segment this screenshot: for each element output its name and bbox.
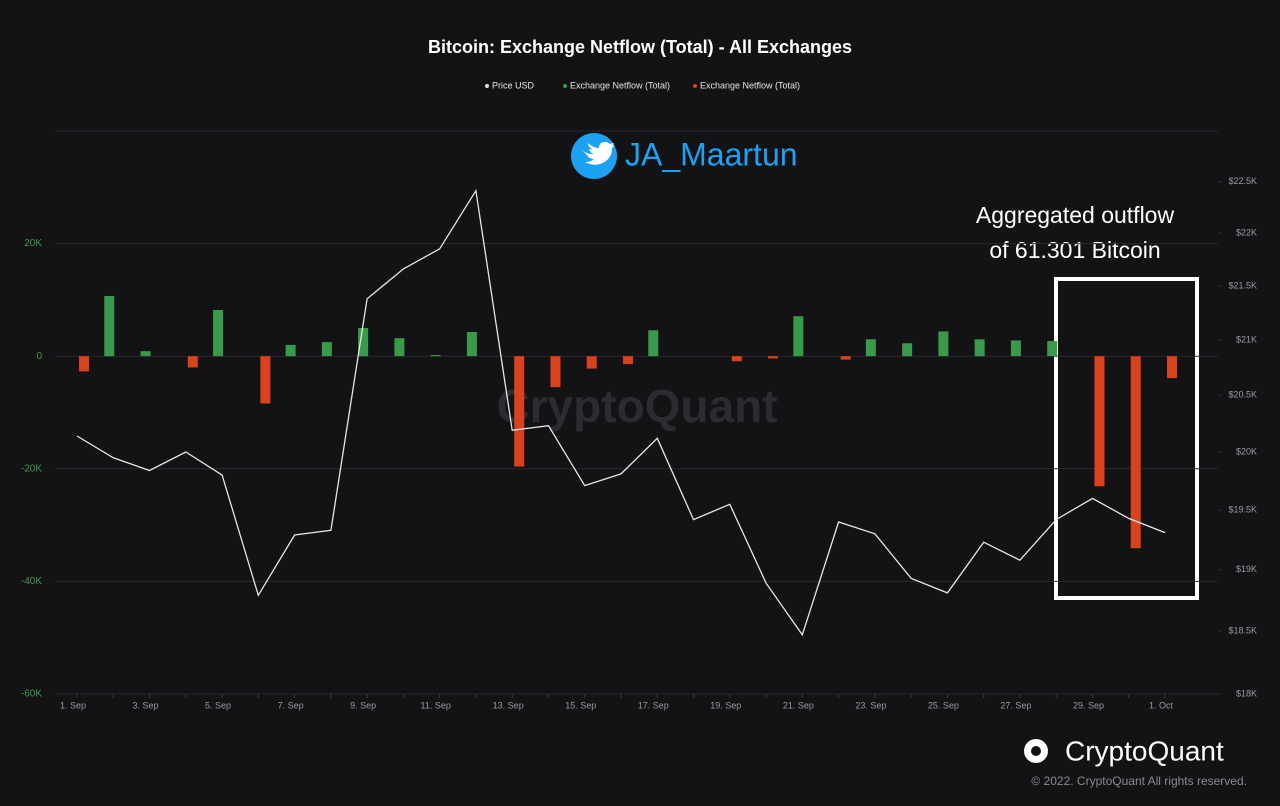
bar	[623, 356, 633, 365]
x-tick-label: 3. Sep	[133, 700, 159, 710]
bar	[321, 342, 332, 357]
x-tick-label: 11. Sep	[420, 700, 450, 710]
bar	[140, 351, 151, 357]
x-tick-label: 17. Sep	[638, 700, 669, 710]
bar	[514, 356, 525, 467]
brand-icon	[1031, 746, 1041, 756]
x-tick-label: 25. Sep	[928, 700, 959, 710]
bar	[1047, 340, 1058, 357]
bar	[865, 339, 876, 357]
annotation: of 61.301 Bitcoin	[989, 237, 1160, 263]
y2-tick-label: $21.5K	[1228, 280, 1257, 290]
bar	[1167, 356, 1177, 379]
bar	[430, 355, 441, 357]
y2-tick-label: $20K	[1236, 446, 1257, 456]
bar	[731, 356, 742, 362]
brand: CryptoQuant	[1065, 735, 1224, 766]
y2-tick-label: $19K	[1236, 564, 1257, 574]
highlight-box	[1054, 277, 1199, 600]
x-tick-label: 9. Sep	[350, 700, 376, 710]
y2-tick-label: $20.5K	[1228, 390, 1257, 400]
bar	[768, 356, 779, 359]
chart-title: Bitcoin: Exchange Netflow (Total) - All …	[428, 37, 852, 57]
x-tick-label: 29. Sep	[1073, 700, 1104, 710]
x-tick-label: 1. Sep	[60, 700, 86, 710]
y2-tick-label: $22K	[1236, 227, 1257, 237]
bar	[586, 356, 597, 369]
y-tick-label: -40K	[21, 576, 42, 587]
bar	[466, 331, 477, 357]
legend-label: Price USD	[492, 80, 535, 90]
x-tick-label: 21. Sep	[783, 700, 814, 710]
bar	[648, 330, 659, 357]
y-tick-label: 20K	[24, 238, 42, 249]
bar	[79, 356, 89, 372]
bar	[213, 310, 224, 357]
bar	[793, 316, 804, 357]
x-tick-label: 5. Sep	[205, 700, 231, 710]
bar	[938, 331, 949, 357]
y2-tick-label: $18.5K	[1228, 625, 1257, 635]
x-tick-label: 15. Sep	[565, 700, 596, 710]
bar	[104, 295, 115, 357]
watermark: CryptoQuant	[496, 380, 777, 432]
twitter-bird	[582, 142, 615, 165]
y-tick-label: -20K	[21, 463, 42, 474]
y2-tick-label: $18K	[1236, 688, 1257, 698]
bar	[1094, 356, 1105, 487]
x-tick-label: 13. Sep	[493, 700, 524, 710]
legend-label: Exchange Netflow (Total)	[570, 80, 670, 90]
annotation: Aggregated outflow	[976, 202, 1175, 228]
y-tick-label: 0	[36, 351, 42, 362]
bar	[285, 344, 296, 357]
bar	[1010, 340, 1021, 357]
copyright: © 2022. CryptoQuant All rights reserved.	[1031, 774, 1247, 788]
x-tick-label: 1. Oct	[1149, 700, 1174, 710]
x-tick-label: 7. Sep	[278, 700, 304, 710]
price-line	[76, 188, 1166, 637]
x-tick-label: 19. Sep	[710, 700, 741, 710]
legend-marker	[693, 84, 697, 88]
handle: JA_Maartun	[625, 136, 798, 172]
y2-tick-label: $19.5K	[1228, 505, 1257, 515]
bar	[1130, 356, 1141, 549]
bar	[550, 356, 561, 388]
bar	[187, 356, 198, 368]
bar	[902, 343, 913, 357]
x-tick-label: 23. Sep	[855, 700, 886, 710]
x-tick-label: 27. Sep	[1000, 700, 1031, 710]
y-tick-label: -60K	[21, 689, 42, 700]
legend-marker	[485, 84, 489, 88]
bar	[840, 356, 851, 360]
bar	[260, 356, 271, 404]
bar	[974, 339, 985, 357]
bar	[358, 328, 369, 357]
y2-tick-label: $21K	[1236, 334, 1257, 344]
legend-label: Exchange Netflow (Total)	[700, 80, 800, 90]
legend-marker	[563, 84, 567, 88]
y2-tick-label: $22.5K	[1228, 176, 1257, 186]
bar	[394, 338, 405, 357]
